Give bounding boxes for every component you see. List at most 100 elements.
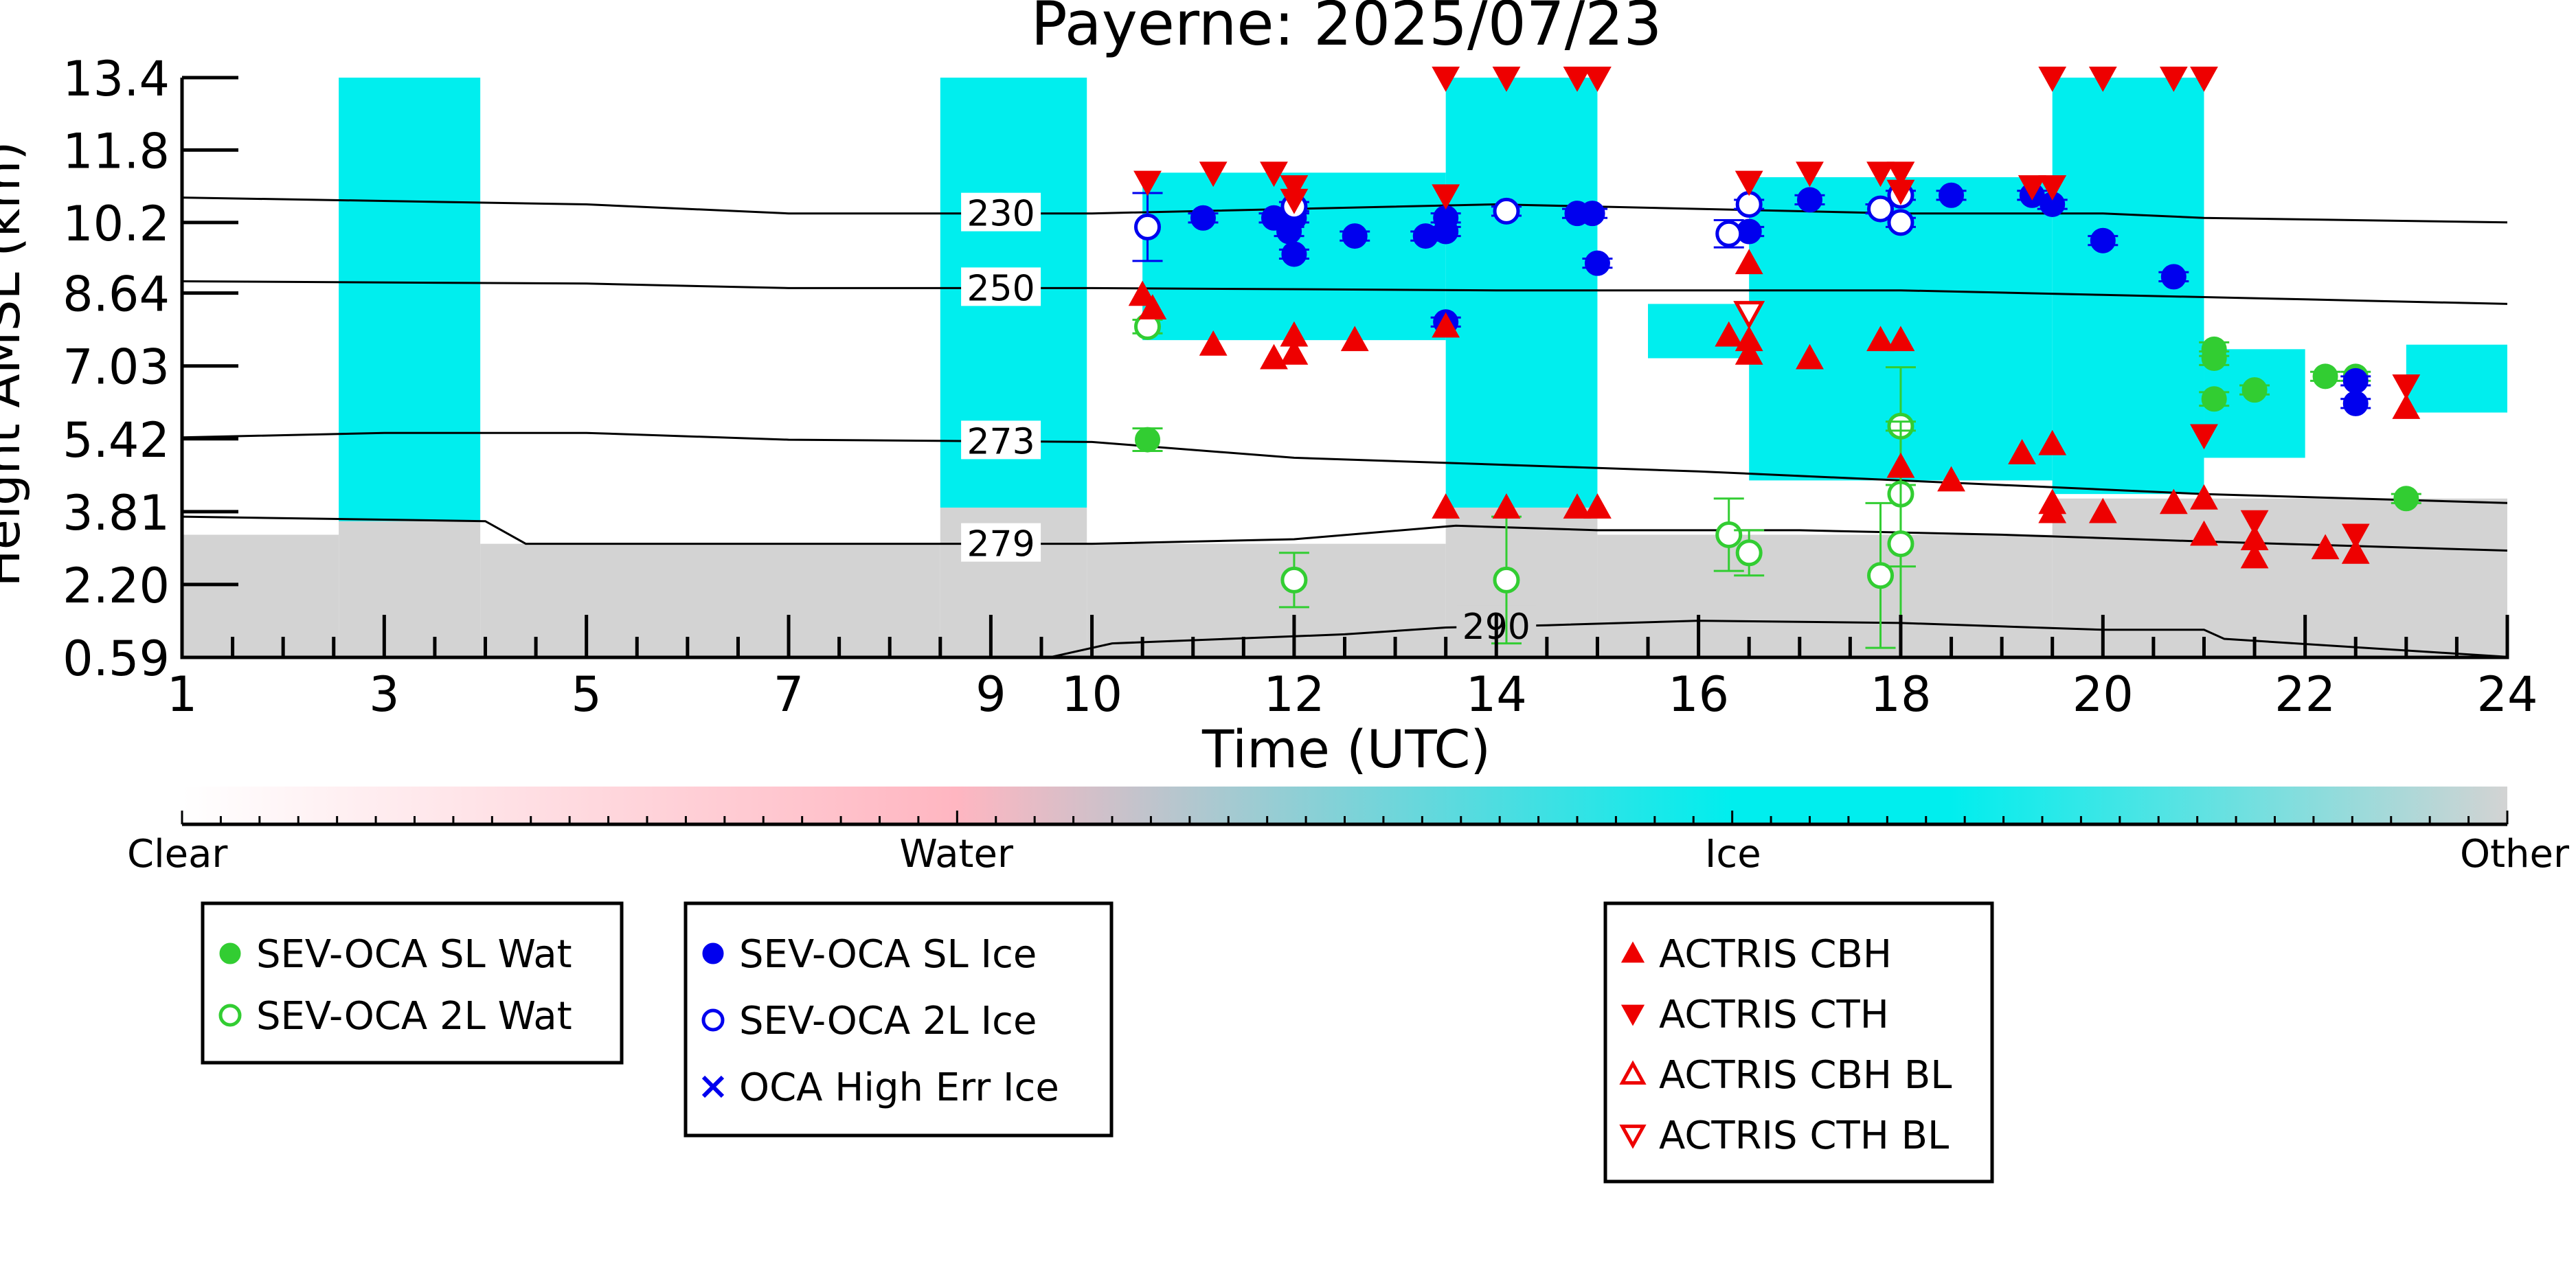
x-tick-label: 9 bbox=[975, 666, 1006, 723]
legend-label: OCA High Err Ice bbox=[739, 1065, 1059, 1110]
data-point bbox=[1866, 326, 1895, 352]
legend-label: SEV-OCA SL Ice bbox=[739, 932, 1037, 977]
legend-box-1: SEV-OCA SL Wat SEV-OCA 2L Wat bbox=[201, 901, 624, 1065]
data-point bbox=[2190, 484, 2218, 510]
data-point bbox=[1138, 294, 1167, 319]
isotherm-273 bbox=[182, 431, 2507, 504]
data-point bbox=[1735, 326, 1763, 352]
data-point bbox=[1433, 205, 1459, 231]
data-point bbox=[2088, 67, 2117, 92]
axes: 0.59 2.20 3.81 5.42 7.03 8.64 10.2 11.8 13.4 1 3 5 7… bbox=[63, 51, 2538, 723]
isotherm-label-bg bbox=[961, 420, 1041, 460]
region-other bbox=[182, 534, 339, 657]
data-point bbox=[2038, 497, 2067, 523]
series-sev-oca-2l-wat bbox=[1132, 313, 1916, 658]
legend-marker bbox=[1620, 941, 1645, 963]
data-point bbox=[1939, 182, 1965, 208]
data-point bbox=[1735, 190, 1763, 218]
legend-frame bbox=[201, 901, 624, 1065]
data-point bbox=[1583, 493, 1612, 519]
data-point bbox=[1735, 539, 1763, 567]
data-point bbox=[1260, 161, 1288, 188]
data-point bbox=[1340, 326, 1369, 352]
data-point bbox=[1715, 521, 1743, 548]
data-point bbox=[2038, 67, 2067, 92]
x-tick-label: 22 bbox=[2274, 666, 2336, 723]
isotherm-label-bg bbox=[961, 267, 1041, 306]
region-other bbox=[1087, 543, 1446, 657]
legend-marker bbox=[701, 1075, 725, 1098]
data-point bbox=[2311, 534, 2340, 560]
region-other bbox=[1597, 534, 2053, 657]
isotherm-label-bg bbox=[961, 523, 1041, 562]
legend-label: ACTRIS CTH bbox=[1659, 993, 1889, 1037]
region-ice bbox=[2406, 344, 2507, 413]
data-point bbox=[1584, 250, 1610, 276]
y-tick-label: 0.59 bbox=[63, 631, 170, 687]
data-point bbox=[1280, 566, 1308, 594]
data-point bbox=[1432, 67, 1460, 92]
region-other bbox=[480, 543, 940, 657]
colorbar-label: Clear bbox=[127, 832, 228, 877]
isotherm-label: 279 bbox=[967, 524, 1035, 565]
data-point bbox=[1281, 241, 1307, 267]
isotherm-label: 230 bbox=[967, 194, 1035, 235]
data-point bbox=[1199, 161, 1228, 188]
legend-box-2: SEV-OCA SL Ice SEV-OCA 2L Ice OCA High Err… bbox=[683, 901, 1114, 1138]
data-point bbox=[1135, 427, 1161, 453]
colorbar: Clear Water Ice Other bbox=[127, 787, 2570, 877]
data-point bbox=[1583, 67, 1612, 92]
data-point bbox=[2190, 67, 2218, 92]
legend-label: ACTRIS CBH bbox=[1659, 932, 1892, 977]
x-tick-label: 14 bbox=[1466, 666, 1527, 723]
legend-label: SEV-OCA 2L Ice bbox=[739, 999, 1037, 1043]
x-tick-label: 10 bbox=[1061, 666, 1122, 723]
data-point bbox=[1563, 67, 1592, 92]
data-point bbox=[2018, 175, 2046, 201]
data-point bbox=[2241, 377, 2268, 403]
y-tick-label: 3.81 bbox=[63, 485, 170, 541]
data-point bbox=[1492, 67, 1521, 92]
colorbar-label: Other bbox=[2460, 832, 2570, 877]
data-point bbox=[1280, 339, 1309, 365]
data-point bbox=[2160, 264, 2187, 290]
data-point bbox=[1867, 562, 1895, 589]
legend-label: SEV-OCA 2L Wat bbox=[256, 994, 572, 1039]
data-point bbox=[1886, 179, 1915, 205]
data-point bbox=[1199, 330, 1228, 356]
x-tick-label: 18 bbox=[1870, 666, 1931, 723]
data-point bbox=[1867, 195, 1895, 223]
data-point bbox=[1493, 566, 1520, 594]
data-point bbox=[2088, 497, 2117, 523]
region-other bbox=[339, 521, 481, 657]
y-tick-label: 7.03 bbox=[63, 339, 170, 396]
data-point bbox=[1887, 209, 1914, 236]
data-point bbox=[1128, 280, 1157, 306]
data-point bbox=[1796, 161, 1824, 188]
data-point bbox=[2341, 539, 2370, 564]
legend-marker bbox=[701, 1008, 725, 1032]
x-tick-label: 7 bbox=[773, 666, 804, 723]
isotherm-250 bbox=[182, 280, 2507, 305]
data-point bbox=[1133, 170, 1162, 196]
data-point bbox=[2392, 374, 2421, 400]
data-point bbox=[1492, 493, 1521, 519]
data-point bbox=[2342, 390, 2369, 416]
legend-marker bbox=[219, 942, 241, 964]
legend-marker bbox=[1620, 1004, 1645, 1026]
data-point bbox=[2008, 439, 2036, 464]
isotherm-290 bbox=[920, 620, 2507, 657]
series-actris-cbh bbox=[1128, 249, 2421, 569]
data-point bbox=[1886, 452, 1915, 478]
isotherm-label-bg bbox=[961, 192, 1041, 231]
y-tick-label: 8.64 bbox=[63, 267, 170, 323]
data-point bbox=[1866, 161, 1895, 188]
legend-box-3: ACTRIS CBH ACTRIS CTH ACTRIS CBH BL ACTRIS … bbox=[1603, 901, 1994, 1184]
series-sev-oca-sl-ice bbox=[1188, 182, 2371, 416]
region-ice bbox=[339, 78, 481, 521]
data-point bbox=[2201, 386, 2227, 412]
colorbar-label: Ice bbox=[1705, 832, 1761, 877]
